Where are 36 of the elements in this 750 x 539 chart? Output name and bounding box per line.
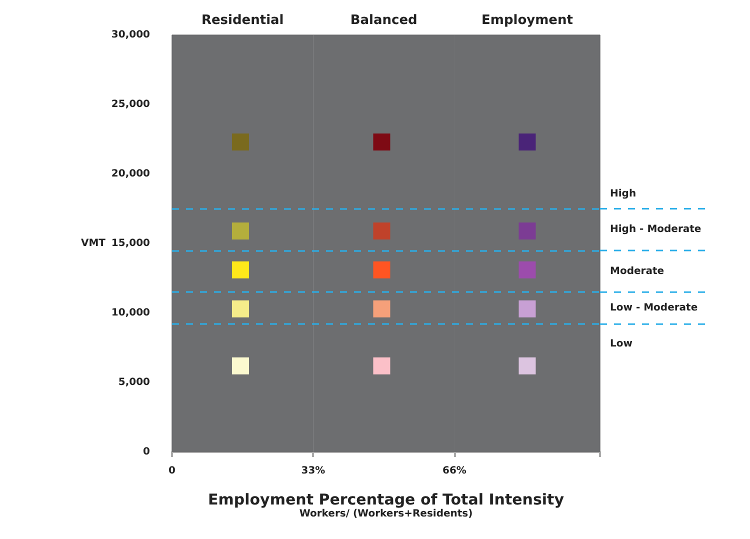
- x-tick-label: 0: [168, 466, 176, 476]
- point: [518, 222, 536, 240]
- y-tick-label: 30,000: [111, 30, 150, 40]
- y-tick-label: 10,000: [111, 308, 150, 318]
- text: Low - Moderate: [610, 302, 698, 314]
- point: [232, 261, 249, 278]
- point: [232, 134, 249, 151]
- text: Low: [610, 338, 632, 350]
- y-tick-label: 15,000: [111, 238, 150, 249]
- point: [518, 261, 536, 278]
- y-tick-label: 0: [143, 446, 150, 458]
- text: Workers/ (Workers+Residents): [299, 508, 473, 520]
- point: [518, 134, 536, 151]
- x-axis-title: Employment Percentage of Total Intensity: [208, 490, 564, 508]
- y-tick-label: 5,000: [118, 377, 150, 388]
- band-label: Balanced: [350, 13, 418, 28]
- point: [518, 300, 536, 318]
- text: Moderate: [610, 266, 664, 277]
- point: [373, 357, 390, 374]
- y-tick-label: 20,000: [111, 168, 150, 180]
- point: [232, 357, 249, 374]
- y-tick-label: 25,000: [111, 99, 150, 110]
- point: [232, 222, 249, 240]
- band-label: Residential: [201, 13, 284, 28]
- point: [373, 134, 390, 151]
- point: [518, 357, 536, 374]
- text: High: [610, 188, 636, 200]
- text: High - Moderate: [610, 224, 702, 236]
- x-tick-label: 33%: [301, 466, 326, 476]
- y-axis-title: VMT: [80, 238, 106, 249]
- band-label: Employment: [482, 13, 573, 28]
- point: [232, 300, 249, 318]
- point: [373, 300, 390, 318]
- x-tick-label: 66%: [442, 466, 466, 476]
- point: [373, 222, 390, 240]
- point: [373, 261, 390, 278]
